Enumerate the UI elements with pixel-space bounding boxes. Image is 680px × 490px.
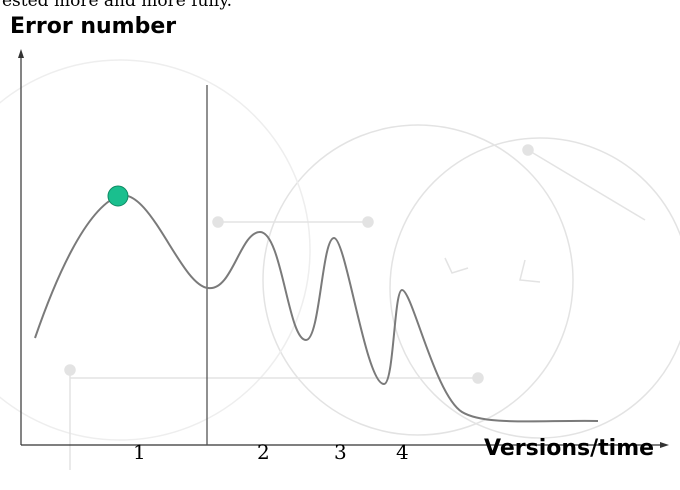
x-tick-label: 1: [133, 440, 146, 464]
y-axis-arrow-icon: [18, 49, 24, 58]
x-axis-arrow-icon: [660, 442, 669, 448]
error-curve: [34, 194, 599, 423]
y-axis-label: Error number: [10, 14, 177, 39]
x-tick-label: 2: [257, 440, 270, 464]
start-marker: [107, 185, 129, 207]
x-tick-label: 4: [396, 440, 409, 464]
header-text-fragment: ested more and more fully.: [2, 0, 233, 11]
background-watermark: [0, 59, 680, 470]
x-tick-label: 3: [334, 440, 347, 464]
x-axis-label: Versions/time: [484, 436, 655, 461]
